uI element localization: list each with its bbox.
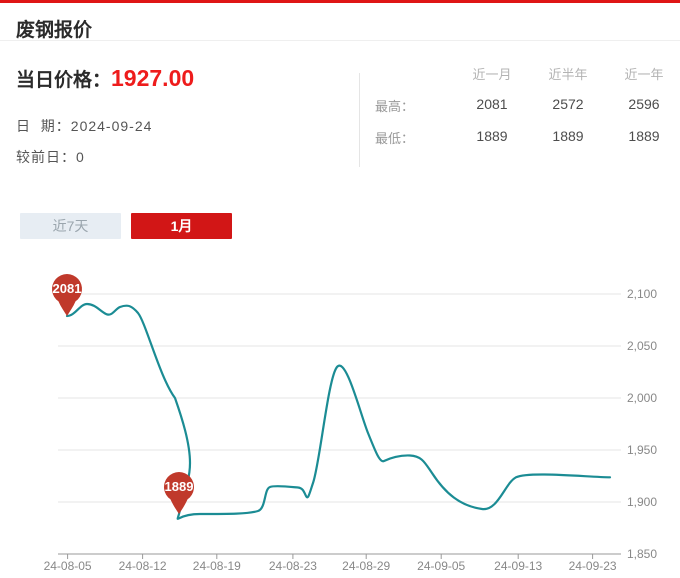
svg-text:1,900: 1,900 [627, 495, 657, 509]
svg-text:1889: 1889 [165, 479, 194, 494]
svg-text:24-09-13: 24-09-13 [494, 559, 542, 573]
svg-text:24-09-23: 24-09-23 [569, 559, 617, 573]
svg-text:24-08-23: 24-08-23 [269, 559, 317, 573]
svg-text:24-08-19: 24-08-19 [193, 559, 241, 573]
svg-text:2,000: 2,000 [627, 391, 657, 405]
svg-text:2081: 2081 [53, 281, 82, 296]
svg-text:24-08-05: 24-08-05 [44, 559, 92, 573]
svg-text:24-08-29: 24-08-29 [342, 559, 390, 573]
svg-text:24-09-05: 24-09-05 [417, 559, 465, 573]
svg-text:24-08-12: 24-08-12 [119, 559, 167, 573]
svg-text:2,100: 2,100 [627, 287, 657, 301]
svg-text:1,950: 1,950 [627, 443, 657, 457]
svg-text:2,050: 2,050 [627, 339, 657, 353]
svg-text:1,850: 1,850 [627, 547, 657, 561]
